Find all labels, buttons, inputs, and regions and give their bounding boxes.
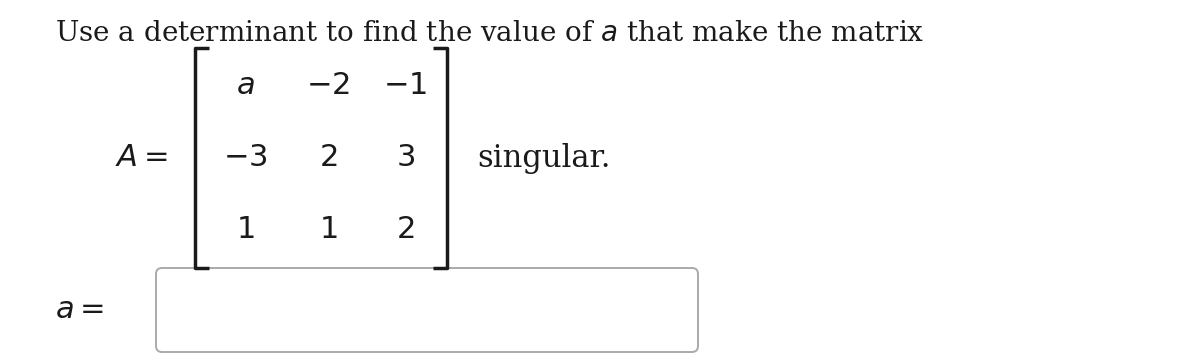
- Text: $3$: $3$: [396, 142, 414, 174]
- Text: $A =$: $A =$: [115, 142, 168, 174]
- Text: $a$: $a$: [235, 71, 254, 102]
- Text: singular.: singular.: [476, 142, 611, 174]
- Text: $1$: $1$: [235, 214, 254, 246]
- Text: Use a determinant to find the value of $a$ that make the matrix: Use a determinant to find the value of $…: [55, 20, 924, 47]
- Text: $1$: $1$: [319, 214, 337, 246]
- Text: $a =$: $a =$: [55, 295, 104, 325]
- Text: $-2$: $-2$: [306, 71, 350, 102]
- Text: $-3$: $-3$: [223, 142, 268, 174]
- Text: $-1$: $-1$: [383, 71, 427, 102]
- Text: $2$: $2$: [396, 214, 414, 246]
- FancyBboxPatch shape: [156, 268, 698, 352]
- Text: $2$: $2$: [319, 142, 337, 174]
